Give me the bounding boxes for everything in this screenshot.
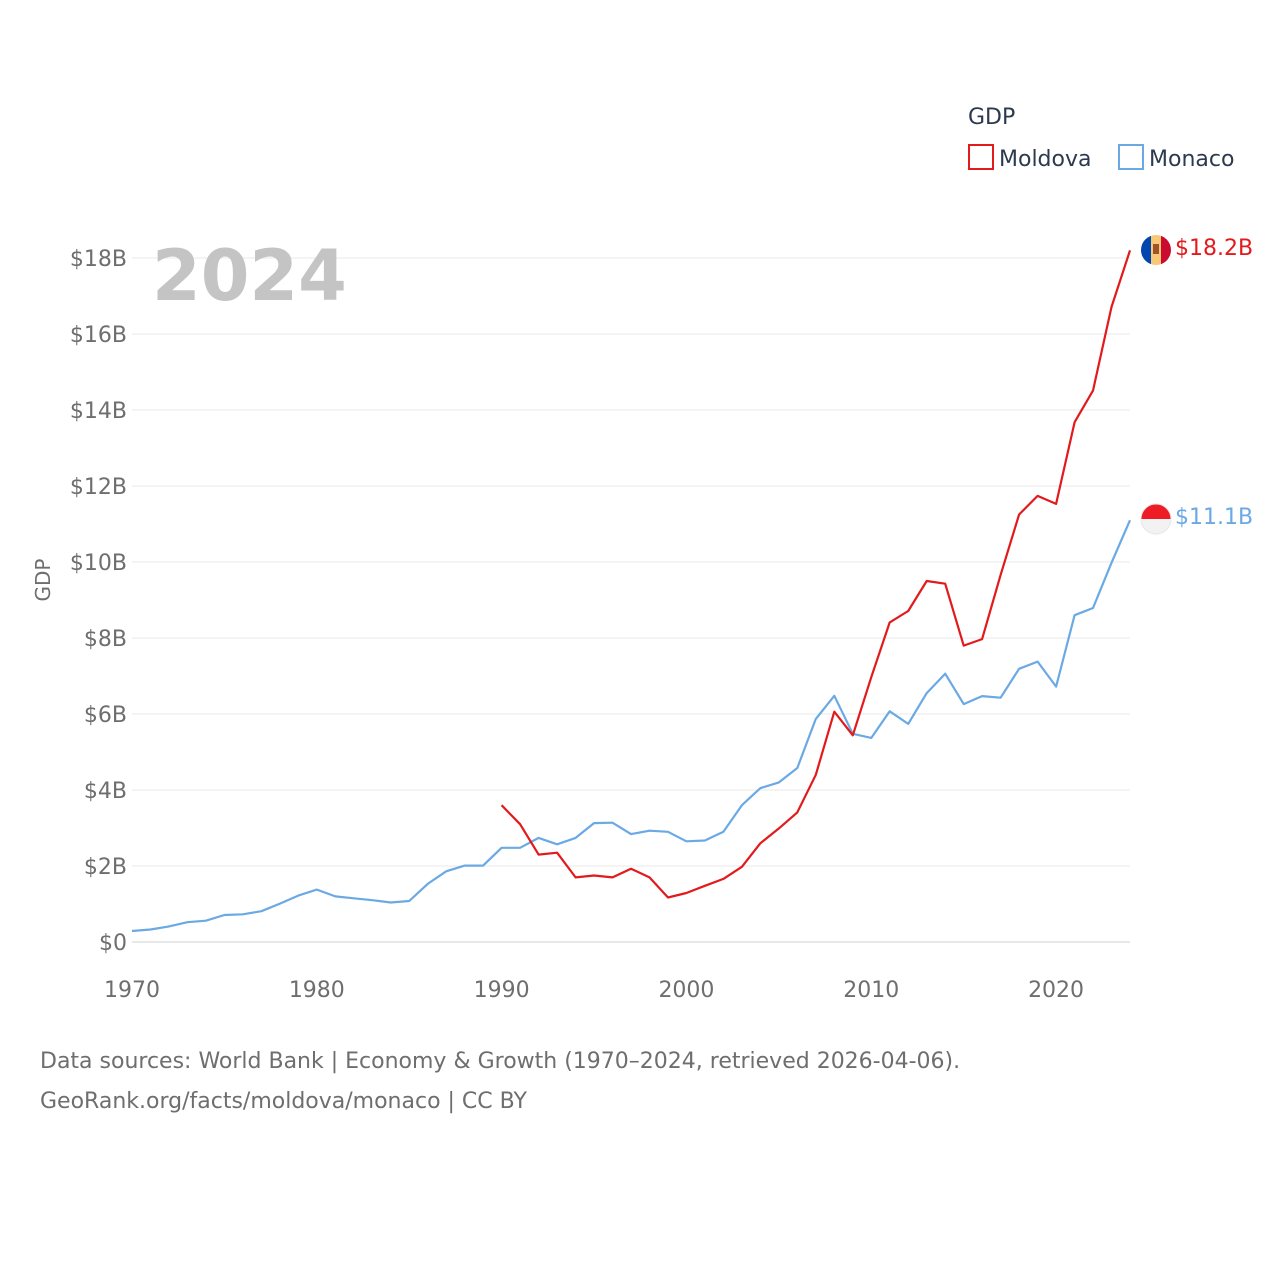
year-watermark: 2024 [152, 235, 347, 317]
y-tick-label: $6B [84, 703, 127, 728]
monaco-flag-icon [1140, 503, 1172, 535]
legend-title: GDP [968, 105, 1015, 130]
y-tick-label: $4B [84, 779, 127, 804]
source-line-1: Data sources: World Bank | Economy & Gro… [40, 1049, 960, 1074]
x-axis-ticks: 1970 1980 1990 2000 2010 2020 [104, 978, 1084, 1003]
x-tick-label: 2020 [1028, 978, 1084, 1003]
y-tick-label: $0 [99, 931, 127, 956]
legend-swatch-moldova [968, 144, 994, 170]
legend-label-monaco: Monaco [1149, 147, 1234, 172]
end-label-moldova: $18.2B [1175, 236, 1253, 261]
legend-swatch-monaco [1118, 144, 1144, 170]
y-tick-label: $18B [70, 247, 127, 272]
x-tick-label: 2000 [658, 978, 714, 1003]
y-tick-label: $10B [70, 551, 127, 576]
x-tick-label: 2010 [843, 978, 899, 1003]
x-tick-label: 1980 [289, 978, 345, 1003]
y-tick-label: $16B [70, 323, 127, 348]
y-tick-label: $12B [70, 475, 127, 500]
end-label-monaco: $11.1B [1175, 505, 1253, 530]
x-tick-label: 1990 [474, 978, 530, 1003]
legend: GDP Moldova Monaco [968, 105, 1234, 172]
x-tick-label: 1970 [104, 978, 160, 1003]
y-tick-label: $14B [70, 399, 127, 424]
y-tick-label: $8B [84, 627, 127, 652]
legend-item-moldova[interactable]: Moldova [968, 144, 1091, 172]
legend-item-monaco[interactable]: Monaco [1118, 144, 1234, 172]
y-tick-label: $2B [84, 855, 127, 880]
data-points [131, 250, 1131, 932]
gridlines [132, 257, 1130, 943]
legend-label-moldova: Moldova [999, 147, 1091, 172]
y-axis-ticks: $0 $2B $4B $6B $8B $10B $12B $14B $16B $18B [70, 247, 127, 956]
y-axis-title: GDP [31, 559, 55, 602]
series-line-moldova [500, 250, 1132, 899]
source-line-2[interactable]: GeoRank.org/facts/moldova/monaco | CC BY [40, 1089, 528, 1114]
moldova-flag-icon [1141, 235, 1171, 265]
